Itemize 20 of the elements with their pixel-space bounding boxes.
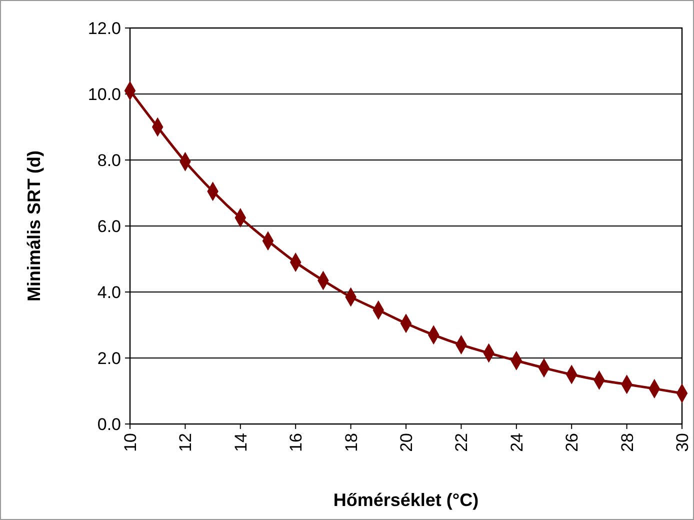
x-tick-label: 22 xyxy=(452,433,472,452)
x-tick-label: 28 xyxy=(618,433,637,452)
x-tick-label: 10 xyxy=(120,433,140,452)
y-tick-label: 8.0 xyxy=(97,150,121,170)
x-axis-title: Hőmérséklet (°C) xyxy=(333,490,479,510)
y-tick-label: 0.0 xyxy=(97,414,121,434)
x-tick-label: 26 xyxy=(562,433,582,452)
y-tick-label: 6.0 xyxy=(97,216,121,236)
x-tick-label: 18 xyxy=(342,433,361,452)
x-tick-label: 30 xyxy=(672,433,692,452)
x-tick-label: 14 xyxy=(231,433,250,452)
x-tick-label: 12 xyxy=(176,433,196,452)
y-tick-label: 4.0 xyxy=(97,282,121,302)
y-axis-title: Minimális SRT (d) xyxy=(24,150,44,302)
y-tick-label: 10.0 xyxy=(88,84,121,104)
y-tick-label: 2.0 xyxy=(97,348,121,368)
x-tick-label: 16 xyxy=(286,433,306,452)
x-tick-label: 24 xyxy=(507,433,526,452)
y-tick-label: 12.0 xyxy=(88,18,121,38)
x-tick-label: 20 xyxy=(396,433,416,452)
